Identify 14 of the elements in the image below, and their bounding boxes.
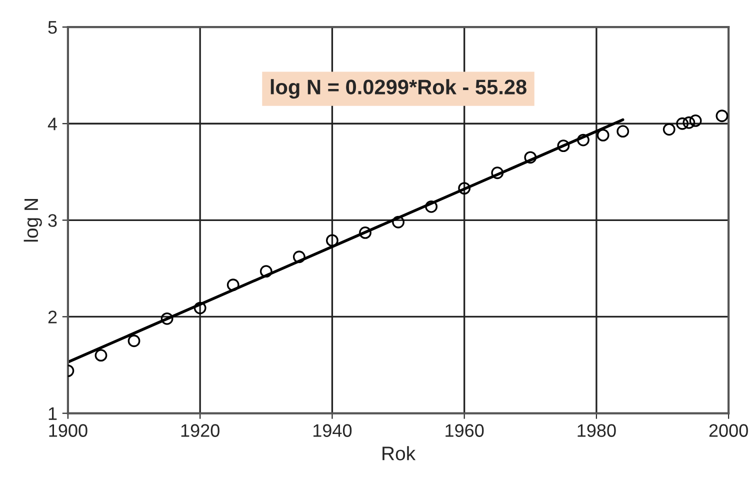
annotation: log N = 0.0299*Rok - 55.28 bbox=[270, 79, 526, 99]
x-tick-label: 1920 bbox=[181, 424, 220, 437]
x-tick-label: 1980 bbox=[578, 424, 616, 437]
x-tick-label: 1900 bbox=[49, 424, 88, 437]
y-tick-label: 3 bbox=[48, 214, 57, 227]
y-tick-label: 5 bbox=[48, 21, 57, 34]
x-axis-title: Rok bbox=[382, 446, 416, 460]
y-tick-label: 2 bbox=[48, 310, 57, 324]
x-tick-label: 2000 bbox=[709, 424, 748, 437]
y-tick-label: 1 bbox=[48, 407, 57, 420]
x-tick-label: 1940 bbox=[313, 424, 352, 437]
y-axis-title: log N bbox=[24, 199, 42, 242]
y-tick-label: 4 bbox=[48, 118, 58, 130]
x-tick-label: 1960 bbox=[446, 424, 484, 437]
